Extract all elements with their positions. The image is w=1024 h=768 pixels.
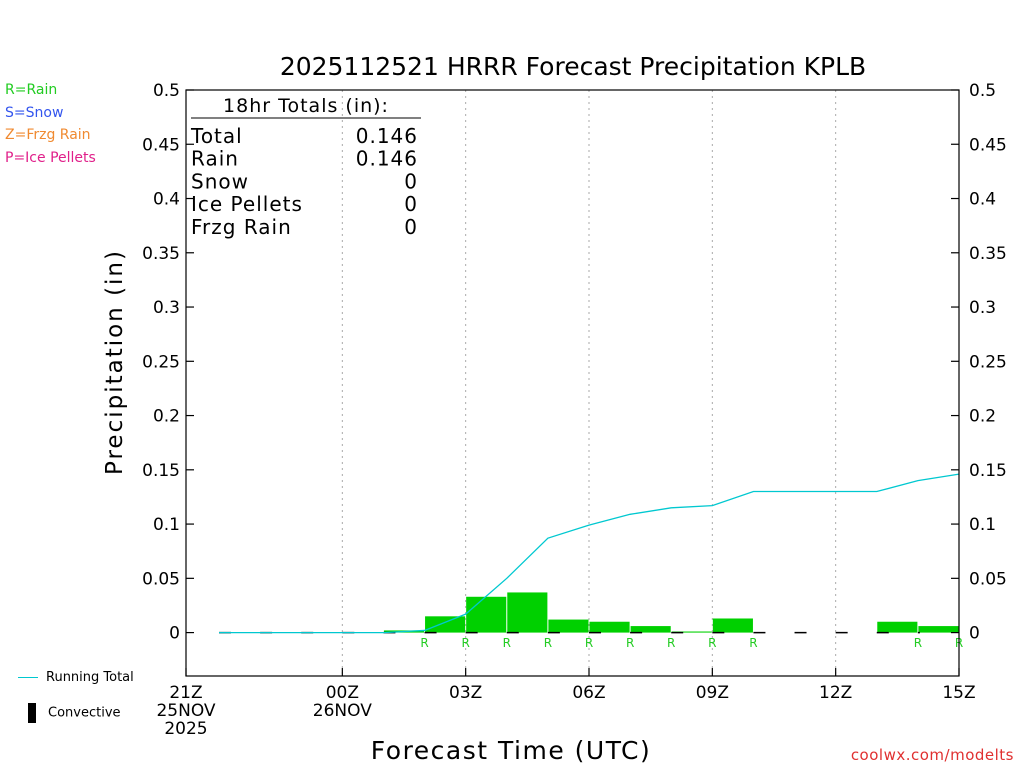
y-tick-label: 0.35	[142, 244, 180, 264]
precip-bar	[466, 596, 507, 633]
precip-type-label: R	[461, 636, 469, 650]
y-tick-label: 0.25	[142, 352, 180, 372]
precip-bar	[589, 621, 630, 633]
legend-convective: Convective	[18, 703, 121, 723]
y-tick-label: 0.2	[153, 407, 180, 427]
grid-lines	[341, 90, 837, 676]
precip-bar	[548, 619, 589, 633]
y-axis-left: 0 0.05 0.1 0.15 0.2 0.25 0.3 0.35 0.4 0.45 0.5	[142, 81, 194, 644]
x-tick-label: 12Z	[819, 683, 852, 703]
running-total-line	[219, 473, 960, 634]
precip-type-label: R	[503, 636, 511, 650]
y-tick-label-right: 0.15	[969, 461, 1007, 481]
y-axis-label: Precipitation (in)	[102, 249, 128, 475]
plot-frame	[185, 89, 960, 677]
x-axis-label: Forecast Time (UTC)	[371, 736, 651, 765]
convective-label: Convective	[48, 705, 121, 721]
totals-row-label: Rain	[191, 147, 239, 171]
x-tick-label: 09Z	[696, 683, 729, 703]
totals-row-value: 0	[404, 192, 418, 216]
legend-snow: S=Snow	[5, 105, 64, 121]
precip-type-label: R	[544, 636, 552, 650]
precip-bar	[630, 626, 671, 633]
y-tick-label: 0.05	[142, 569, 180, 589]
legend-running-total: Running Total	[18, 670, 134, 685]
y-tick-label-right: 0.05	[969, 569, 1007, 589]
totals-row-label: Snow	[191, 169, 249, 193]
precip-bar	[918, 626, 959, 633]
x-tick-label: 25NOV	[156, 701, 215, 721]
y-tick-label-right: 0.5	[969, 81, 996, 101]
precip-bar	[507, 592, 548, 633]
y-tick-label-right: 0	[969, 624, 980, 644]
running-total-label: Running Total	[46, 670, 134, 685]
totals-header: 18hr Totals (in):	[223, 95, 389, 117]
precip-type-label: R	[749, 636, 757, 650]
totals-row-value: 0.146	[356, 147, 418, 171]
precip-type-label: R	[914, 636, 922, 650]
y-axis-right: 0 0.05 0.1 0.15 0.2 0.25 0.3 0.35 0.4 0.45 0.5	[951, 81, 1007, 644]
y-tick-label-right: 0.25	[969, 352, 1007, 372]
totals-row-label: Ice Pellets	[191, 192, 303, 216]
x-tick-label: 00Z	[326, 683, 359, 703]
totals-row-value: 0	[404, 215, 418, 239]
y-tick-label: 0.3	[153, 298, 180, 318]
y-tick-label-right: 0.2	[969, 407, 996, 427]
totals-row-label: Frzg Rain	[191, 215, 292, 239]
precip-bars	[383, 592, 959, 633]
y-tick-label: 0.15	[142, 461, 180, 481]
y-tick-label: 0	[169, 624, 180, 644]
y-tick-label-right: 0.3	[969, 298, 996, 318]
legend-frzg-rain: Z=Frzg Rain	[5, 127, 91, 143]
totals-row-value: 0.146	[356, 124, 418, 148]
convective-swatch	[28, 703, 36, 723]
y-tick-label: 0.45	[142, 135, 180, 155]
y-tick-label-right: 0.1	[969, 515, 996, 535]
precip-type-label: R	[708, 636, 716, 650]
y-tick-label-right: 0.4	[969, 190, 996, 210]
running-total-swatch	[18, 677, 38, 678]
precip-type-label: R	[420, 636, 428, 650]
x-tick-label: 21Z	[169, 683, 202, 703]
precip-bar	[877, 621, 918, 633]
x-tick-label: 03Z	[449, 683, 482, 703]
chart-title: 2025112521 HRRR Forecast Precipitation K…	[280, 52, 866, 81]
legend-rain: R=Rain	[5, 82, 58, 98]
totals-box: 18hr Totals (in): Total 0.146 Rain 0.146 Sno…	[190, 95, 421, 239]
x-tick-label: 26NOV	[313, 701, 372, 721]
y-tick-label: 0.1	[153, 515, 180, 535]
precip-type-label: R	[585, 636, 593, 650]
totals-row-label: Total	[190, 124, 243, 148]
totals-row-value: 0	[404, 169, 418, 193]
y-tick-label-right: 0.45	[969, 135, 1007, 155]
y-tick-label: 0.5	[153, 81, 180, 101]
precip-type-label: R	[667, 636, 675, 650]
x-tick-label: 2025	[164, 719, 207, 739]
watermark: coolwx.com/modelts	[850, 746, 1014, 764]
precip-type-label: R	[626, 636, 634, 650]
x-tick-label: 06Z	[572, 683, 605, 703]
precip-bar	[425, 616, 466, 633]
x-tick-label: 15Z	[942, 683, 975, 703]
y-tick-label: 0.4	[153, 190, 180, 210]
legend-ice-pellets: P=Ice Pellets	[5, 150, 96, 166]
precip-bar	[671, 631, 712, 633]
precip-bar	[712, 618, 753, 633]
y-tick-label-right: 0.35	[969, 244, 1007, 264]
